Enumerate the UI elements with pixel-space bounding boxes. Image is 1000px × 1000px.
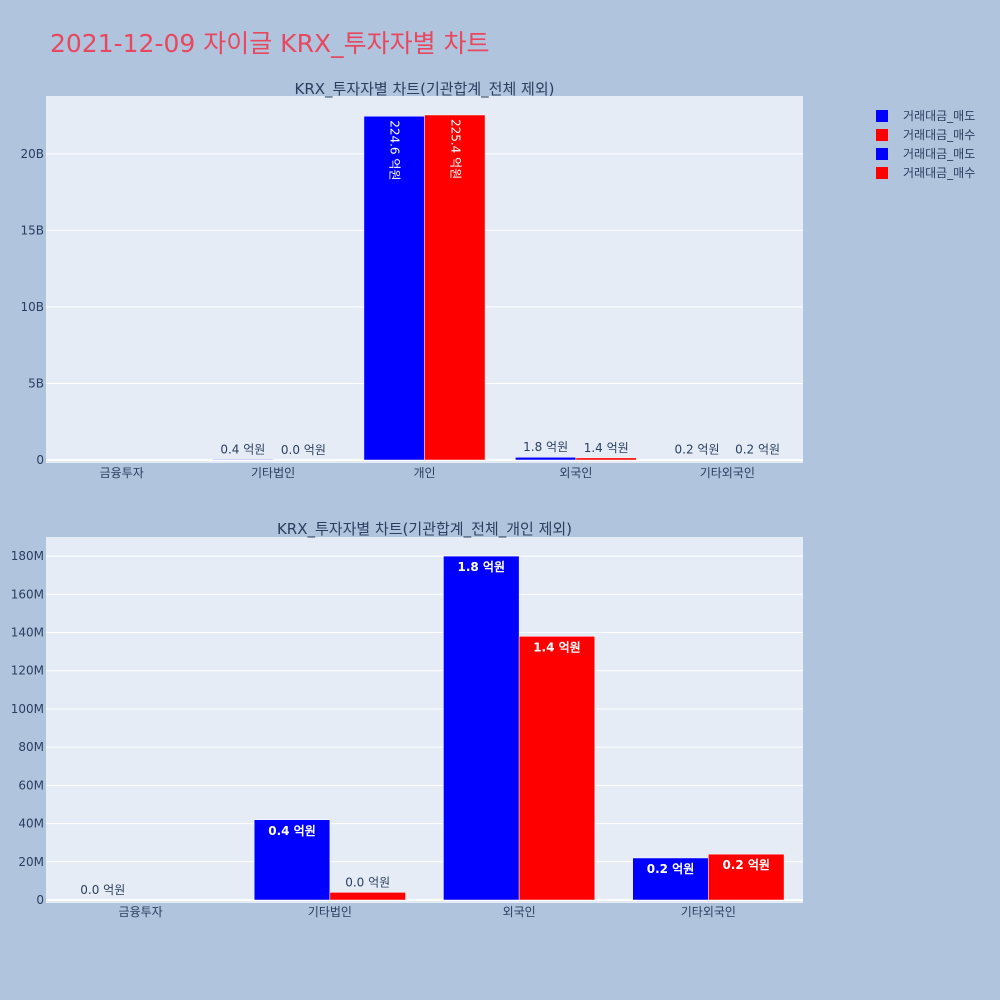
data-label: 1.8 억원	[523, 440, 568, 454]
y-tick-label: 20B	[20, 147, 44, 161]
legend-swatch	[876, 128, 888, 141]
y-tick-label: 60M	[18, 778, 44, 792]
x-tick-label: 외국인	[503, 905, 536, 919]
legend-swatch	[876, 147, 888, 160]
data-label: 1.4 억원	[584, 441, 629, 455]
legend-label: 거래대금_매도	[903, 109, 976, 123]
data-label: 0.4 억원	[268, 824, 316, 838]
bar	[518, 636, 596, 901]
data-label: 0.0 억원	[281, 443, 326, 457]
y-tick-label: 140M	[11, 626, 44, 640]
x-tick-label: 기타외국인	[681, 905, 736, 919]
y-tick-label: 100M	[11, 702, 44, 716]
data-label: 225.4 억원	[448, 119, 462, 179]
legend-item-buy-2[interactable]: 거래대금_매수	[876, 163, 975, 182]
data-label: 1.8 억원	[458, 560, 506, 574]
data-label: 224.6 억원	[388, 120, 402, 180]
x-tick-label: 금융투자	[119, 905, 163, 919]
y-tick-label: 20M	[18, 855, 44, 869]
y-tick-label: 0	[36, 453, 44, 467]
bar	[515, 456, 577, 461]
y-tick-label: 40M	[18, 817, 44, 831]
y-tick-label: 120M	[11, 664, 44, 678]
bar	[363, 115, 425, 461]
x-tick-label: 기타법인	[251, 466, 295, 480]
legend: 거래대금_매도 거래대금_매수 거래대금_매도 거래대금_매수	[876, 106, 975, 182]
bar	[632, 857, 709, 901]
bar	[424, 114, 486, 461]
y-tick-label: 80M	[18, 740, 44, 754]
y-tick-label: 0	[36, 893, 44, 907]
bar	[253, 819, 331, 901]
bar	[575, 457, 637, 461]
legend-item-sell-2[interactable]: 거래대금_매도	[876, 144, 975, 163]
bar	[212, 459, 274, 461]
y-tick-label: 5B	[28, 376, 44, 390]
legend-swatch	[876, 166, 888, 179]
x-tick-label: 금융투자	[100, 466, 144, 480]
data-label: 0.0 억원	[80, 883, 125, 897]
chart-title: KRX_투자자별 차트(기관합계_전체_개인 제외)	[277, 520, 572, 539]
bar	[443, 555, 520, 901]
plot-area	[46, 537, 803, 903]
bar	[329, 892, 406, 901]
legend-swatch	[876, 109, 888, 122]
legend-label: 거래대금_매수	[903, 166, 976, 180]
x-tick-label: 기타외국인	[700, 466, 755, 480]
y-tick-label: 15B	[20, 223, 44, 237]
y-tick-label: 180M	[11, 549, 44, 563]
y-tick-label: 160M	[11, 587, 44, 601]
legend-label: 거래대금_매수	[903, 128, 976, 142]
data-label: 0.2 억원	[675, 443, 720, 457]
legend-item-buy-1[interactable]: 거래대금_매수	[876, 125, 975, 144]
data-label: 0.2 억원	[735, 443, 780, 457]
page-title: 2021-12-09 자이글 KRX_투자자별 차트	[50, 29, 490, 58]
chart-title: KRX_투자자별 차트(기관합계_전체 제외)	[295, 80, 555, 99]
y-tick-label: 10B	[20, 300, 44, 314]
data-label: 0.2 억원	[647, 862, 695, 876]
bar	[708, 853, 785, 901]
data-label: 0.2 억원	[722, 858, 770, 872]
x-tick-label: 기타법인	[308, 905, 352, 919]
x-tick-label: 외국인	[559, 466, 592, 480]
data-label: 1.4 억원	[533, 640, 581, 654]
legend-label: 거래대금_매도	[903, 147, 976, 161]
data-label: 0.0 억원	[345, 875, 390, 889]
legend-item-sell-1[interactable]: 거래대금_매도	[876, 106, 975, 125]
data-label: 0.4 억원	[220, 442, 265, 456]
x-tick-label: 개인	[413, 466, 435, 480]
